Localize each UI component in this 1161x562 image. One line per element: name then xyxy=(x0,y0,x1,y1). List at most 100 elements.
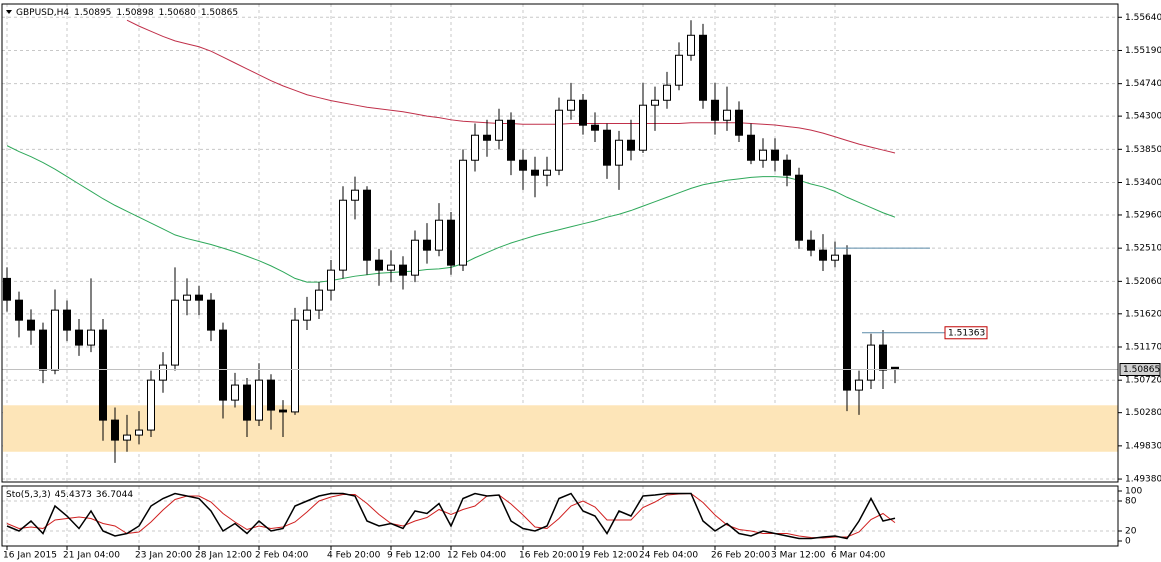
x-tick-label: 23 Jan 20:00 xyxy=(135,551,192,561)
menu-arrow[interactable] xyxy=(6,10,12,14)
level-box xyxy=(944,326,988,340)
stoch-frame xyxy=(1,485,1119,547)
candle-body xyxy=(675,54,683,86)
x-tick-label: 16 Jan 2015 xyxy=(3,551,57,561)
grid xyxy=(2,4,1118,546)
chart-header: GBPUSD,H4 1.50895 1.50898 1.50680 1.50865 xyxy=(16,8,238,18)
x-tick-label: 26 Feb 20:00 xyxy=(711,551,770,561)
bid-box xyxy=(1119,363,1161,377)
x-tick-label: 19 Feb 12:00 xyxy=(579,551,638,561)
x-tick-label: 2 Feb 04:00 xyxy=(255,551,309,561)
candle-body xyxy=(531,169,539,176)
stoch-signal xyxy=(6,492,896,539)
bid-label: 1.50865 xyxy=(1123,365,1160,375)
candle-body xyxy=(459,159,467,266)
candle-body xyxy=(267,379,275,411)
y-tick-label: 1.52960 xyxy=(1125,210,1161,220)
candle-body xyxy=(87,329,95,346)
candle-body xyxy=(171,299,179,366)
candle-body xyxy=(123,434,131,441)
candle-body xyxy=(63,309,71,331)
candle-body xyxy=(447,219,455,266)
stoch-header: Sto(5,3,3) 45.4373 36.7044 xyxy=(6,490,133,500)
stoch-main xyxy=(6,492,896,540)
ohlc-value: 1.50680 xyxy=(159,8,196,18)
candle-body xyxy=(819,249,827,261)
y-tick-label: 1.52060 xyxy=(1125,277,1161,287)
candle-body xyxy=(243,384,251,421)
stoch-label: Sto(5,3,3) xyxy=(6,490,51,500)
y-tick-label: 1.49380 xyxy=(1125,475,1161,485)
candle-body xyxy=(195,294,203,301)
candle-body xyxy=(291,319,299,413)
x-tick-label: 3 Mar 12:00 xyxy=(771,551,826,561)
candle-body xyxy=(183,294,191,301)
y-tick-label: 1.50720 xyxy=(1125,376,1161,386)
candle-body xyxy=(771,149,779,161)
candle-body xyxy=(783,159,791,176)
candle-body xyxy=(471,134,479,161)
candle-body xyxy=(219,329,227,401)
candle-body xyxy=(615,139,623,166)
candle-body xyxy=(75,329,83,346)
x-tick-label: 16 Feb 20:00 xyxy=(519,551,578,561)
candle-body xyxy=(519,159,527,171)
y-tick-label: 1.49830 xyxy=(1125,441,1161,451)
candle-body xyxy=(663,84,671,101)
candle-body xyxy=(747,134,755,161)
candle-body xyxy=(315,289,323,311)
candle-body xyxy=(387,264,395,271)
candle-body xyxy=(375,259,383,271)
candle-body xyxy=(603,129,611,166)
zone-layer xyxy=(3,405,1118,452)
candle-body xyxy=(483,134,491,141)
candle-body xyxy=(855,379,863,391)
candle-body xyxy=(279,409,287,413)
stoch-tick-label: 0 xyxy=(1125,537,1131,547)
y-tick-label: 1.51170 xyxy=(1125,343,1161,353)
main-frame xyxy=(1,3,1119,483)
ohlc-value: 1.50865 xyxy=(201,8,238,18)
candle-body xyxy=(363,189,371,261)
candle-body xyxy=(27,319,35,331)
stoch-tick-label: 80 xyxy=(1125,497,1137,507)
stoch-main-value: 45.4373 xyxy=(55,490,92,500)
x-tick-label: 12 Feb 04:00 xyxy=(447,551,506,561)
stoch-tick-label: 100 xyxy=(1125,487,1142,497)
candle-body xyxy=(39,329,47,371)
candle-body xyxy=(111,419,119,441)
candle-body xyxy=(651,99,659,106)
candle-body xyxy=(411,239,419,276)
candle-body xyxy=(507,119,515,161)
x-tick-label: 28 Jan 12:00 xyxy=(195,551,252,561)
y-tick-label: 1.50280 xyxy=(1125,408,1161,418)
candle-layer xyxy=(3,20,899,463)
candle-body xyxy=(687,34,695,56)
candle-body xyxy=(867,344,875,381)
candle-body xyxy=(51,309,59,371)
candle-body xyxy=(15,299,23,321)
candle-body xyxy=(159,364,167,381)
stoch-signal-value: 36.7044 xyxy=(96,490,133,500)
candle-body xyxy=(591,124,599,131)
candle-body xyxy=(423,239,431,251)
candle-body xyxy=(831,254,839,261)
candle-body xyxy=(879,344,887,371)
candle-body xyxy=(795,174,803,241)
y-tick-label: 1.51620 xyxy=(1125,309,1161,319)
candle-body xyxy=(3,277,11,301)
candle-body xyxy=(567,99,575,111)
candle-body xyxy=(207,299,215,331)
candle-body xyxy=(807,239,815,251)
x-tick-label: 9 Feb 12:00 xyxy=(387,551,441,561)
ohlc-value: 1.50895 xyxy=(74,8,111,18)
candle-body xyxy=(351,189,359,201)
y-tick-label: 1.53400 xyxy=(1125,178,1161,188)
candle-body xyxy=(135,429,143,436)
candle-body xyxy=(723,109,731,121)
candle-body xyxy=(231,384,239,401)
stoch-tick-label: 20 xyxy=(1125,527,1137,537)
candle-body xyxy=(339,199,347,271)
candle-body xyxy=(735,109,743,136)
